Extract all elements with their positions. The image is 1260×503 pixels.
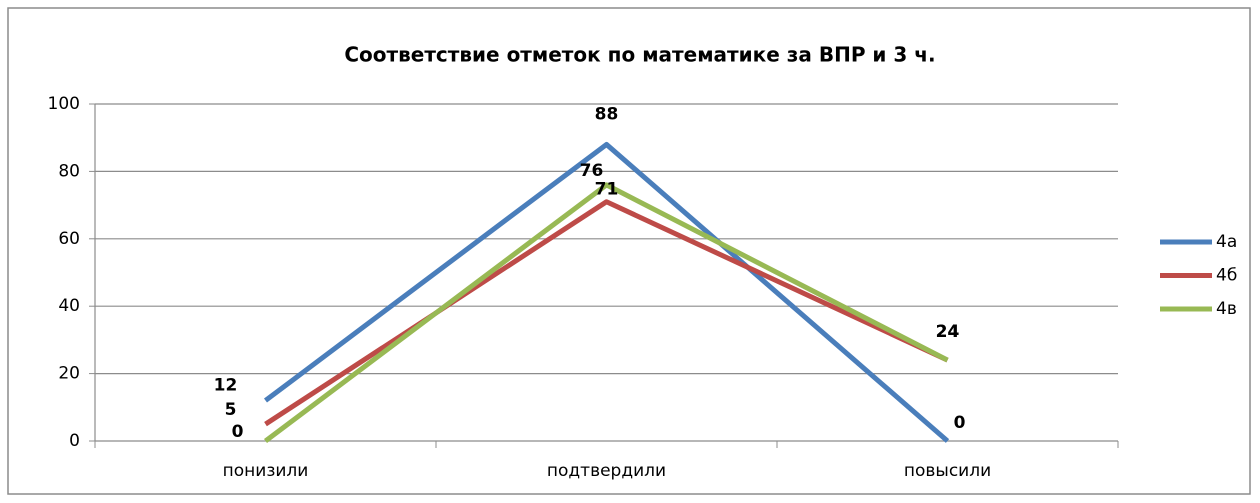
y-tick-label: 0 — [69, 431, 80, 451]
data-label: 0 — [954, 413, 966, 433]
data-label: 0 — [232, 422, 244, 442]
x-tick-label: повысили — [904, 461, 991, 481]
data-label: 5 — [225, 400, 237, 420]
chart-frame — [7, 7, 1251, 495]
data-label: 24 — [936, 322, 960, 342]
series-line — [264, 199, 949, 427]
data-label: 76 — [580, 161, 604, 181]
x-tick-label: понизили — [223, 461, 309, 481]
y-tick-label: 100 — [48, 94, 80, 114]
data-label: 88 — [595, 104, 619, 124]
chart-title: Соответствие отметок по математике за ВП… — [344, 43, 935, 67]
y-tick-label: 60 — [58, 229, 80, 249]
y-tick-label: 20 — [58, 364, 80, 384]
y-tick-label: 40 — [58, 296, 80, 316]
x-tick-label: подтвердили — [547, 461, 666, 481]
y-tick-label: 80 — [58, 161, 80, 181]
series-line — [263, 141, 950, 443]
legend-label: 4в — [1216, 299, 1237, 319]
legend-label: 4а — [1216, 232, 1237, 252]
data-label: 71 — [595, 180, 619, 200]
data-label: 12 — [214, 376, 238, 396]
legend-label: 4б — [1216, 266, 1237, 286]
series-line — [263, 182, 949, 443]
data-label: 24 — [936, 322, 960, 342]
